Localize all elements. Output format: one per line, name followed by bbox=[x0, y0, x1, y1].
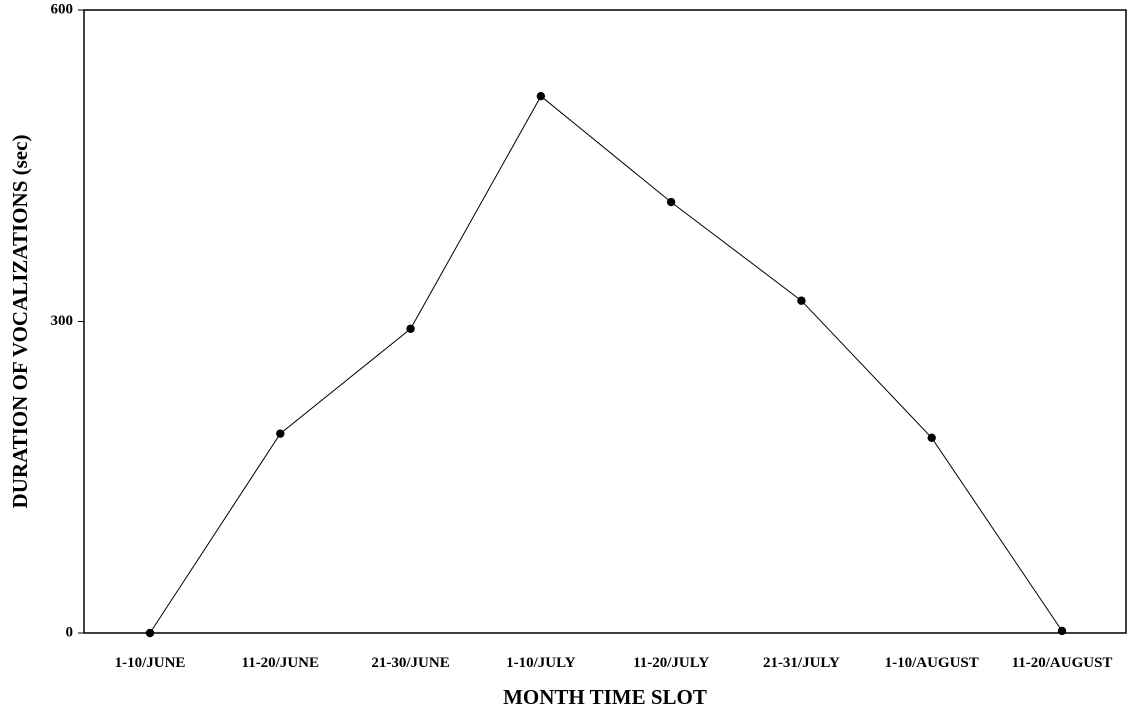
series-line bbox=[149, 95, 1063, 634]
x-tick-label: 21-30/JUNE bbox=[371, 655, 449, 671]
y-tick-label: 300 bbox=[51, 313, 74, 329]
y-axis-title: DURATION OF VOCALIZATIONS (sec) bbox=[8, 135, 32, 509]
x-axis-title: MONTH TIME SLOT bbox=[503, 685, 707, 709]
data-point bbox=[797, 296, 806, 305]
data-point bbox=[406, 324, 415, 333]
x-tick-label: 11-20/JULY bbox=[633, 655, 709, 671]
x-tick-label: 11-20/AUGUST bbox=[1012, 655, 1113, 671]
x-tick-label: 1-10/AUGUST bbox=[885, 655, 979, 671]
y-tick-label: 0 bbox=[66, 624, 74, 640]
data-point bbox=[145, 628, 155, 638]
x-tick-label: 11-20/JUNE bbox=[242, 655, 320, 671]
data-point bbox=[666, 197, 676, 207]
y-axis-ticks: 0 300 600 bbox=[51, 1, 84, 640]
data-point bbox=[536, 91, 546, 101]
x-axis-ticks: 1-10/JUNE 11-20/JUNE 21-30/JUNE 1-10/JULY 11… bbox=[115, 655, 1113, 671]
x-tick-label: 1-10/JUNE bbox=[115, 655, 186, 671]
y-tick-label: 600 bbox=[51, 1, 74, 17]
x-tick-label: 21-31/JULY bbox=[763, 655, 840, 671]
x-tick-label: 1-10/JULY bbox=[506, 655, 576, 671]
data-points bbox=[145, 91, 1067, 638]
data-point bbox=[927, 433, 936, 442]
data-point bbox=[276, 429, 285, 438]
data-point bbox=[1057, 626, 1067, 636]
plot-area-frame bbox=[83, 9, 1127, 634]
